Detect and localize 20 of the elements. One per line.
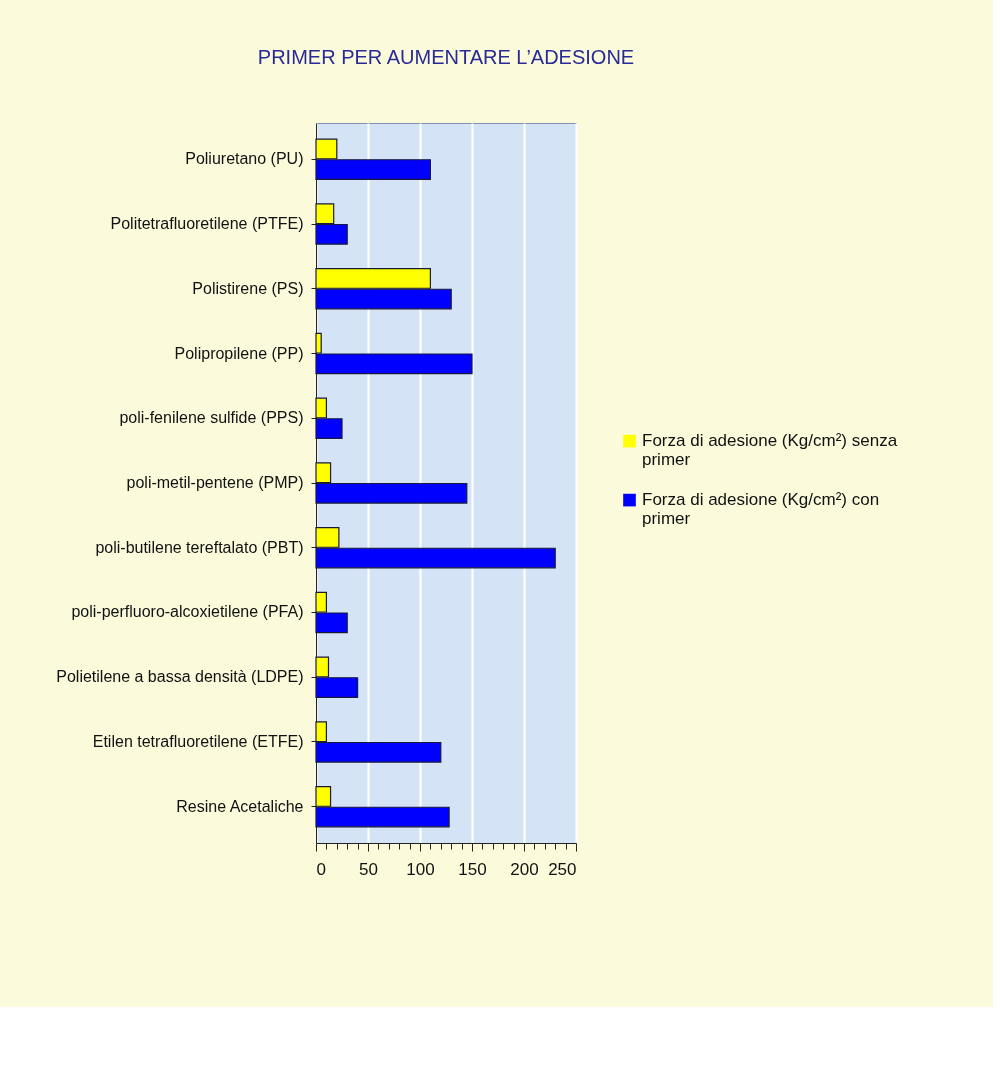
x-tick-label: 100: [406, 859, 435, 879]
x-tick-label: 250: [548, 859, 577, 879]
y-tick-label: Politetrafluoretilene (PTFE): [110, 215, 304, 233]
y-tick-label: poli-metil-pentene (PMP): [126, 474, 304, 491]
y-tick-label: Etilen tetrafluoretilene (ETFE): [92, 732, 304, 750]
y-tick-label: Poliuretano (PU): [185, 150, 304, 168]
chart-title: PRIMER PER AUMENTARE L’ADESIONE: [257, 46, 635, 68]
y-tick-label: poli-butilene tereftalato (PBT): [95, 538, 304, 556]
y-tick-label: Resine Acetaliche: [176, 797, 304, 815]
x-tick-label: 0: [316, 859, 326, 879]
y-tick-label: poli-perfluoro-alcoxietilene (PFA): [71, 603, 304, 621]
y-tick-label: poli-fenilene sulfide (PPS): [119, 409, 304, 427]
y-tick-label: Polipropilene (PP): [174, 344, 304, 362]
y-tick-label: Polistirene (PS): [192, 279, 304, 297]
legend-label: Forza di adesione (Kg/cm²) con primer: [642, 490, 880, 529]
y-tick-label: Polietilene a bassa densità (LDPE): [56, 668, 304, 686]
x-tick-label: 200: [510, 859, 539, 879]
x-tick-label: 150: [458, 859, 487, 879]
x-tick-label: 50: [359, 859, 378, 879]
legend-label: Forza di adesione (Kg/cm²) senza primer: [642, 431, 898, 470]
